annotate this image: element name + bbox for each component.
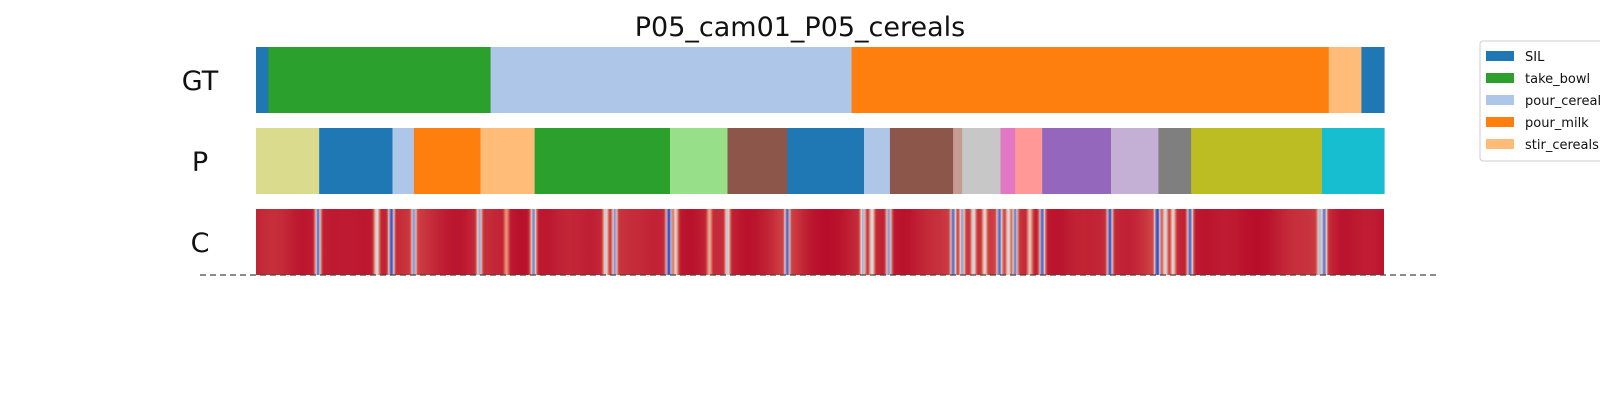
segment-p-7 [727,128,788,194]
segment-p-19 [1321,128,1385,194]
segment-gt-4 [1328,47,1363,113]
row-label-gt: GT [182,66,219,97]
legend-label-pour-milk: pour_milk [1525,116,1589,131]
segment-p-2 [392,128,415,194]
segment-p-3 [413,128,482,194]
segment-p-16 [1111,128,1159,194]
legend-swatch-pour-milk [1486,117,1514,127]
legend-label-pour-cereals: pour_cereals [1525,94,1600,109]
segment-p-8 [787,128,865,194]
row-label-c: C [191,228,210,259]
segment-gt-0 [256,47,270,113]
chart-title: P05_cam01_P05_cereals [634,12,966,43]
legend: SIL take_bowl pour_cereals pour_milk stir_ce… [1479,40,1600,162]
segment-p-12 [962,128,1002,194]
legend-label-SIL: SIL [1525,50,1545,65]
segment-gt-2 [490,47,853,113]
confidence-heatmap [256,209,1384,275]
segment-gt-3 [851,47,1330,113]
legend-frame [1479,40,1600,162]
rows-layer: GT P C [182,47,1385,275]
legend-swatch-pour-cereals [1486,95,1514,105]
segment-p-9 [863,128,891,194]
segment-p-6 [669,128,729,194]
segment-p-17 [1158,128,1192,194]
segment-p-11 [953,128,963,194]
segment-p-10 [889,128,954,194]
segment-p-5 [534,128,671,194]
segment-p-0 [256,128,320,194]
segment-gt-5 [1361,47,1385,113]
legend-swatch-SIL [1486,51,1514,61]
segment-p-18 [1191,128,1323,194]
legend-label-stir-cereals: stir_cereals [1525,138,1599,153]
row-label-p: P [192,147,208,178]
segment-gt-1 [268,47,492,113]
segment-p-1 [319,128,394,194]
segment-p-14 [1015,128,1043,194]
segment-p-13 [1000,128,1016,194]
segment-p-4 [480,128,536,194]
legend-swatch-take-bowl [1486,73,1514,83]
segment-p-15 [1042,128,1112,194]
legend-label-take-bowl: take_bowl [1525,72,1590,87]
legend-swatch-stir-cereals [1486,139,1514,149]
